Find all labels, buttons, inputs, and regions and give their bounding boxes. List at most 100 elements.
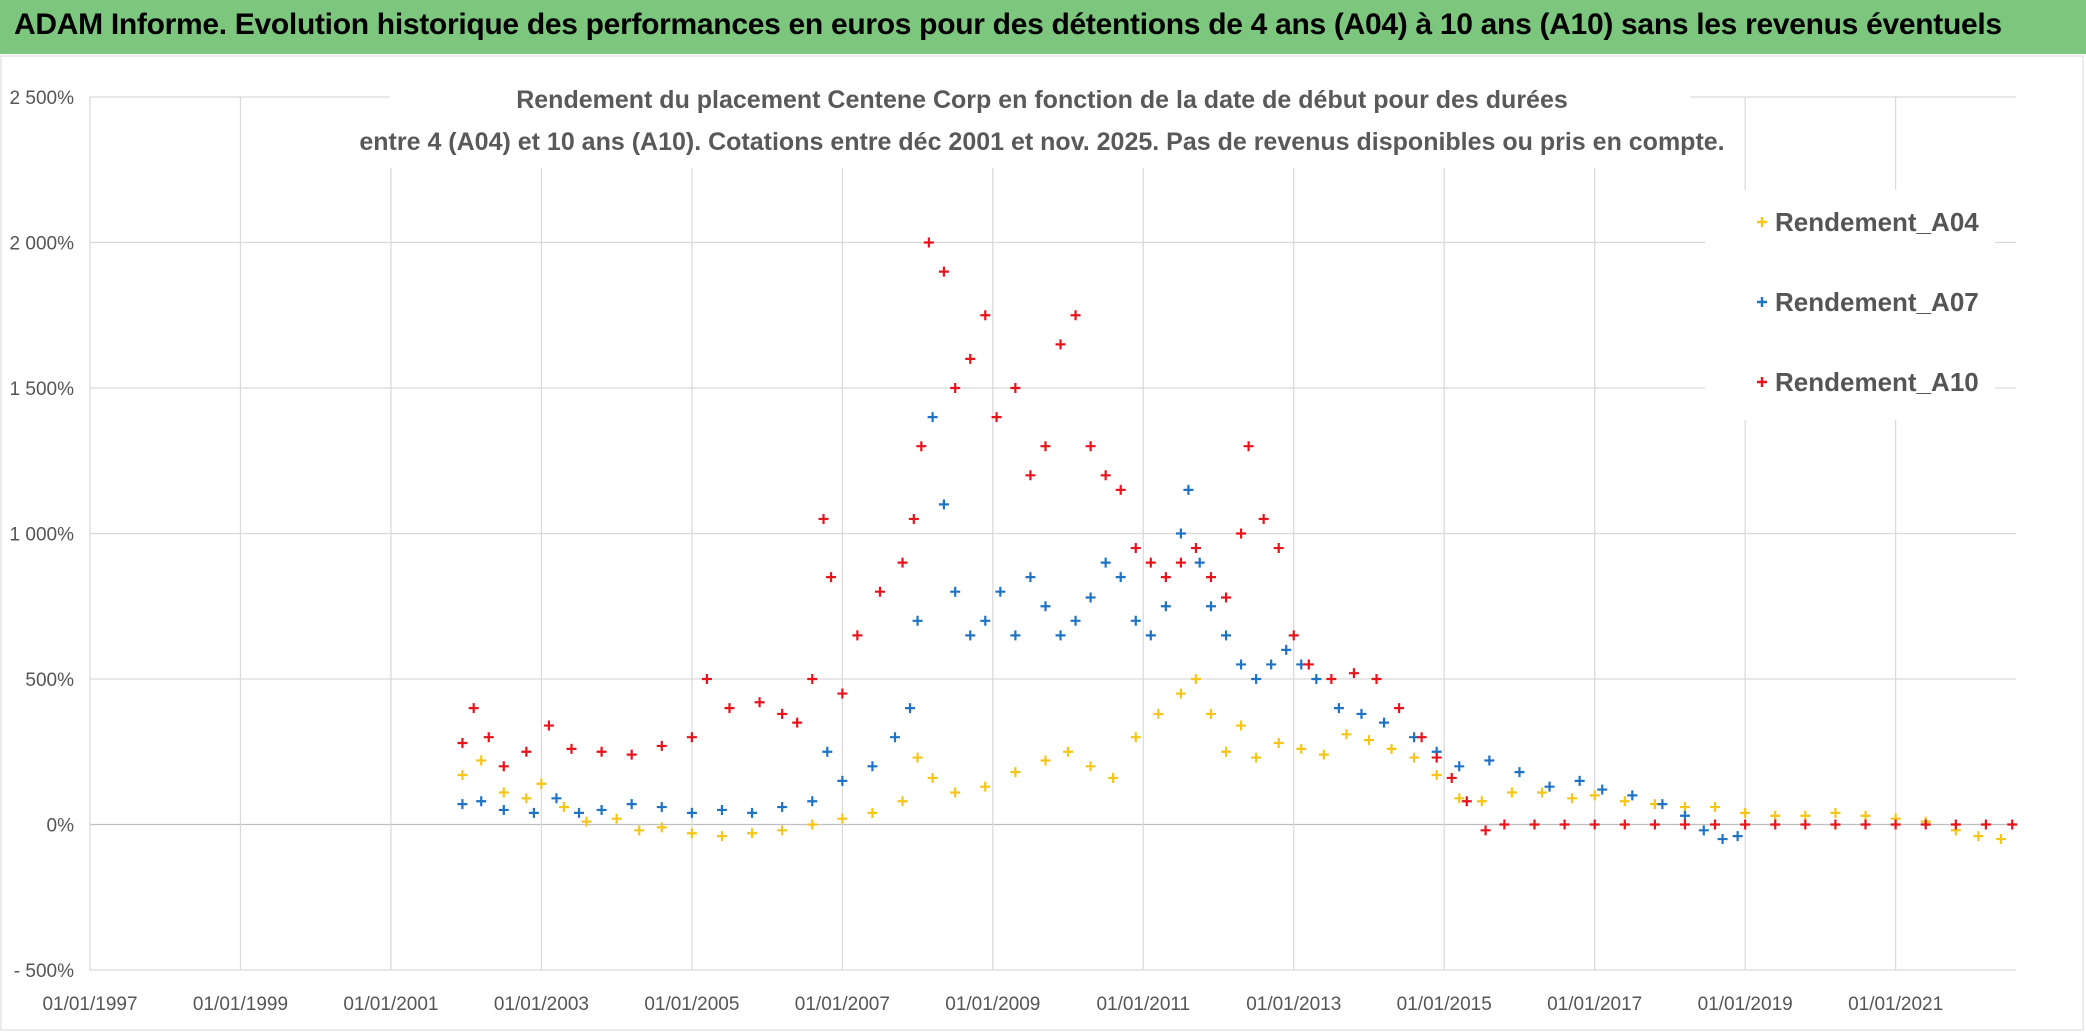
x-tick-label: 01/01/2011 [1096, 994, 1190, 1015]
point-marker [950, 787, 961, 798]
point-marker [1115, 484, 1126, 495]
point-marker [826, 572, 837, 583]
point-marker [1258, 513, 1269, 524]
point-marker [1070, 310, 1081, 321]
point-marker [1544, 781, 1555, 792]
y-tick-label: 1 500% [10, 379, 75, 400]
legend-label: Rendement_A07 [1775, 287, 1979, 317]
point-marker [1273, 543, 1284, 554]
point-marker [905, 703, 916, 714]
point-marker [2007, 819, 2018, 830]
point-marker [995, 586, 1006, 597]
point-marker [1183, 484, 1194, 495]
point-marker [1010, 630, 1021, 641]
point-marker [468, 703, 479, 714]
point-marker [521, 793, 532, 804]
point-marker [1085, 761, 1096, 772]
point-marker [1145, 630, 1156, 641]
x-tick-label: 01/01/2021 [1848, 994, 1943, 1015]
point-marker [543, 720, 554, 731]
point-marker [596, 746, 607, 757]
point-marker [581, 816, 592, 827]
point-marker [1619, 819, 1630, 830]
point-marker [754, 697, 765, 708]
point-marker [1717, 834, 1728, 845]
point-marker [818, 513, 829, 524]
point-marker [1055, 630, 1066, 641]
x-tick-label: 01/01/2001 [343, 994, 438, 1015]
point-marker [792, 717, 803, 728]
point-marker [1514, 767, 1525, 778]
point-marker [716, 804, 727, 815]
point-marker [551, 793, 562, 804]
point-marker [1070, 615, 1081, 626]
point-marker [1830, 819, 1841, 830]
x-tick-label: 01/01/2017 [1547, 994, 1642, 1015]
point-marker [1657, 799, 1668, 810]
point-marker [1236, 720, 1247, 731]
point-marker [1431, 770, 1442, 781]
point-marker [476, 796, 487, 807]
point-marker [965, 630, 976, 641]
point-marker [1251, 674, 1262, 684]
point-marker [724, 703, 735, 714]
point-marker [1446, 772, 1457, 783]
point-marker [837, 813, 848, 824]
point-marker [1236, 659, 1247, 670]
point-marker [558, 802, 569, 813]
point-marker [521, 746, 532, 757]
point-marker [777, 802, 788, 813]
point-marker [1160, 601, 1171, 612]
point-marker [950, 383, 961, 393]
x-tick-label: 01/01/2019 [1698, 994, 1793, 1015]
point-marker [1145, 557, 1156, 568]
point-marker [867, 807, 878, 818]
point-marker [1394, 703, 1405, 714]
x-tick-label: 01/01/1997 [42, 994, 137, 1015]
point-marker [1333, 703, 1344, 714]
point-marker [923, 237, 934, 248]
point-marker [1679, 810, 1690, 821]
point-marker [1920, 819, 1931, 830]
point-marker [566, 743, 577, 754]
point-marker [1251, 752, 1262, 763]
point-marker [1266, 659, 1277, 670]
series-Rendement_A04 [457, 674, 2006, 845]
legend-bg [1705, 190, 1995, 420]
point-marker [528, 807, 539, 818]
point-marker [1221, 746, 1232, 757]
point-marker [1732, 831, 1743, 842]
point-marker [1130, 732, 1141, 743]
y-tick-label: 500% [25, 670, 74, 691]
point-marker [1115, 572, 1126, 583]
point-marker [897, 557, 908, 568]
point-marker [457, 799, 468, 810]
y-tick-label: 1 000% [10, 525, 75, 546]
point-marker [980, 781, 991, 792]
point-marker [476, 755, 487, 766]
point-marker [867, 761, 878, 772]
point-marker [1386, 743, 1397, 754]
point-marker [1236, 528, 1247, 539]
point-marker [701, 674, 712, 684]
point-marker [1431, 752, 1442, 763]
point-marker [1454, 793, 1465, 804]
point-marker [1190, 543, 1201, 554]
point-marker [1461, 796, 1472, 807]
legend: Rendement_A04 Rendement_A07 Rendement_A10 [1705, 190, 1995, 420]
point-marker [1770, 810, 1781, 821]
chart-title-line2: entre 4 (A04) et 10 ans (A10). Cotations… [359, 128, 1724, 156]
point-marker [1627, 790, 1638, 801]
point-marker [852, 630, 863, 641]
point-marker [1679, 802, 1690, 813]
point-marker [1597, 784, 1608, 795]
point-marker [1194, 557, 1205, 568]
point-marker [1100, 557, 1111, 568]
point-marker [965, 353, 976, 364]
legend-marker [1757, 297, 1767, 307]
point-marker [747, 807, 758, 818]
point-marker [1950, 819, 1961, 830]
point-marker [1153, 708, 1164, 719]
x-tick-label: 01/01/2003 [494, 994, 589, 1015]
point-marker [1537, 787, 1548, 798]
